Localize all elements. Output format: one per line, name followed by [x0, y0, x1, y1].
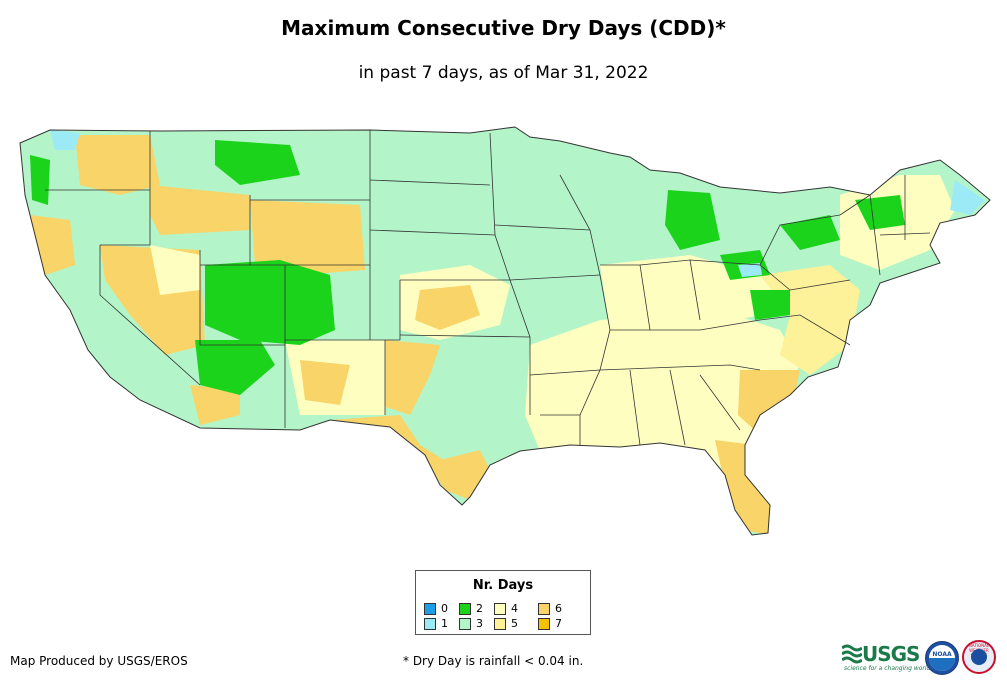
us-map-svg — [19, 126, 991, 536]
region-idaho-6 — [150, 185, 250, 235]
cdd-map — [0, 115, 1007, 545]
region-washington-2 — [30, 155, 50, 205]
legend-swatch — [424, 603, 436, 615]
legend-label: 1 — [441, 617, 448, 630]
region-kansas-6 — [415, 285, 480, 330]
legend-swatch — [459, 618, 471, 630]
region-oregon-6 — [75, 135, 160, 195]
region-westvirginia-2 — [750, 290, 790, 320]
region-montana-2 — [215, 140, 300, 185]
usgs-wave-icon — [842, 644, 862, 664]
legend-swatch — [424, 618, 436, 630]
usgs-logo: USGS science for a changing world — [842, 640, 930, 674]
legend-label: 5 — [511, 617, 518, 630]
region-arizona-2 — [195, 340, 275, 395]
legend-swatch — [538, 603, 550, 615]
region-vermont-2 — [855, 195, 905, 230]
legend-label: 4 — [511, 602, 518, 615]
legend-item-5: 5 — [494, 618, 518, 630]
usgs-logo-text: USGS — [862, 642, 920, 666]
region-southeast-4 — [525, 310, 800, 475]
region-erie-1 — [738, 263, 762, 277]
noaa-logo-text: NOAA — [932, 651, 952, 658]
legend-item-3: 3 — [459, 618, 483, 630]
footnote-text: * Dry Day is rainfall < 0.04 in. — [403, 654, 584, 668]
region-texas-west-6 — [330, 415, 470, 500]
region-nevada-4 — [150, 245, 200, 295]
legend-swatch — [494, 618, 506, 630]
map-subtitle: in past 7 days, as of Mar 31, 2022 — [358, 63, 649, 83]
region-panhandle-6 — [380, 340, 440, 415]
legend-swatch — [494, 603, 506, 615]
map-title: Maximum Consecutive Dry Days (CDD)* — [281, 16, 726, 40]
legend-label: 3 — [476, 617, 483, 630]
legend-label: 2 — [476, 602, 483, 615]
noaa-logo: NOAA — [925, 641, 959, 675]
legend-swatch — [538, 618, 550, 630]
region-michigan-2 — [665, 190, 720, 250]
noaa-emblem-icon: NOAA — [929, 645, 955, 671]
credit-text: Map Produced by USGS/EROS — [10, 654, 188, 668]
region-wyoming-6 — [250, 200, 365, 275]
state-boundaries — [19, 126, 991, 536]
legend-item-4: 4 — [494, 603, 518, 615]
nws-logo: NATIONAL WEATHER SERVICE — [962, 640, 996, 674]
nws-emblem-icon — [971, 649, 987, 665]
region-newmexico-6 — [300, 360, 350, 405]
legend-label: 0 — [441, 602, 448, 615]
region-maine-1 — [950, 180, 985, 215]
region-newyork-2 — [780, 215, 840, 250]
region-california-north-6 — [30, 215, 75, 275]
legend-item-1: 1 — [424, 618, 448, 630]
region-carolinas-6 — [738, 370, 800, 435]
legend-item-6: 6 — [538, 603, 562, 615]
legend-item-2: 2 — [459, 603, 483, 615]
legend-label: 6 — [555, 602, 562, 615]
legend: Nr. Days 0 1 2 3 4 5 6 7 — [415, 570, 591, 635]
usgs-tagline: science for a changing world — [844, 665, 931, 672]
legend-item-0: 0 — [424, 603, 448, 615]
region-fourcorners-2 — [205, 260, 335, 345]
legend-item-7: 7 — [538, 618, 562, 630]
legend-swatch — [459, 603, 471, 615]
legend-label: 7 — [555, 617, 562, 630]
region-washington-1 — [50, 130, 80, 150]
region-arizona-south-6 — [190, 385, 240, 425]
legend-title: Nr. Days — [472, 578, 534, 593]
